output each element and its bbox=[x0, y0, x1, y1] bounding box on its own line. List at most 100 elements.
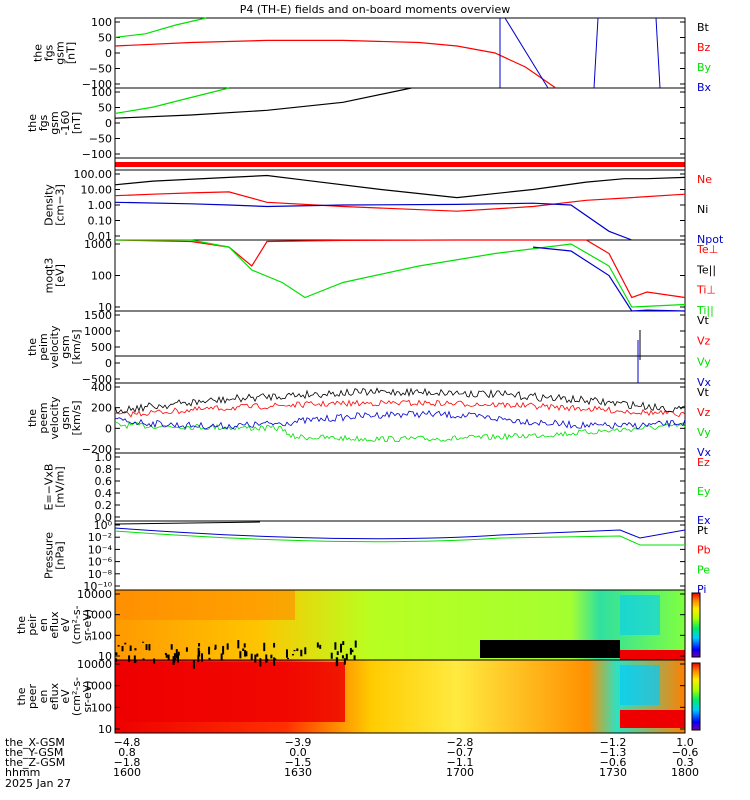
xaxis-value: 1800 bbox=[671, 766, 699, 779]
ytick-label: 10 bbox=[98, 301, 112, 314]
ylabel-group: Pressure[nPa] bbox=[43, 532, 67, 579]
legend-Ti||: Ti|| bbox=[696, 304, 714, 317]
spectrogram-speckle bbox=[354, 640, 357, 648]
legend-Bt: Bt bbox=[697, 21, 710, 34]
spectrogram-speckle bbox=[330, 652, 333, 659]
spectrogram-speckle bbox=[197, 647, 200, 656]
ytick-label: 10⁻² bbox=[88, 531, 112, 544]
xaxis-row-label: the_X-GSM bbox=[5, 736, 65, 749]
ytick-label: 100 bbox=[91, 16, 112, 29]
ylabel-line: eflux bbox=[48, 611, 61, 639]
xaxis-row-label: the_Y-GSM bbox=[5, 746, 63, 759]
spectrogram-speckle bbox=[349, 647, 352, 655]
ytick-label: 0.10 bbox=[88, 215, 113, 228]
xaxis-value: −1.8 bbox=[114, 756, 141, 769]
spectrogram-speckle bbox=[172, 656, 175, 665]
spectrogram-speckle bbox=[185, 647, 188, 652]
ylabel-group: Density[cm−3] bbox=[43, 184, 67, 226]
spectrogram-speckle bbox=[351, 649, 354, 653]
xaxis-value: 0.8 bbox=[118, 746, 136, 759]
spectrogram-speckle bbox=[165, 654, 168, 658]
ylabel-line: (cm²-s- bbox=[70, 605, 83, 644]
ylabel-line: gsm bbox=[59, 406, 72, 429]
ylabel-line: [nT] bbox=[70, 112, 83, 134]
ylabel-line: eV bbox=[59, 617, 72, 632]
ylabel-line: the bbox=[26, 338, 39, 356]
spectrogram-speckle bbox=[148, 644, 151, 651]
ytick-label: −50 bbox=[89, 133, 112, 146]
xaxis-value: −1.2 bbox=[600, 736, 627, 749]
legend-Vt: Vt bbox=[697, 386, 710, 399]
ylabel-group: E=−VxB[mV/m] bbox=[43, 464, 67, 511]
series-blue bbox=[532, 246, 686, 312]
ylabel-line: E=−VxB bbox=[43, 464, 56, 511]
ylabel-line: gsm bbox=[54, 41, 67, 64]
ylabel-line: moqt3 bbox=[43, 258, 56, 294]
xaxis-value: −1.1 bbox=[447, 756, 474, 769]
ylabel-line: the bbox=[32, 44, 45, 62]
spectrogram-speckle bbox=[128, 655, 131, 662]
spectrogram-speckle bbox=[177, 654, 180, 663]
spectrogram-speckle bbox=[226, 643, 229, 650]
ytick-label: 10 bbox=[98, 723, 112, 736]
panel-frame-11 bbox=[114, 659, 686, 734]
series-vx bbox=[114, 409, 686, 430]
ylabel-line: peim bbox=[37, 333, 50, 361]
xaxis-row-label: the_Z-GSM bbox=[5, 756, 65, 769]
xaxis-value: −3.9 bbox=[285, 736, 312, 749]
ytick-label: 10⁰ bbox=[94, 519, 113, 532]
ytick-label: 100 bbox=[91, 701, 112, 714]
spectrogram-speckle bbox=[153, 658, 156, 664]
spectrogram-speckle bbox=[177, 651, 180, 656]
spectrogram-speckle bbox=[273, 642, 276, 648]
legend-Pb: Pb bbox=[697, 544, 711, 557]
ytick-label: 10⁻⁴ bbox=[88, 543, 113, 556]
spectrogram-speckle bbox=[134, 648, 137, 651]
spectrogram-speckle bbox=[133, 655, 136, 664]
legend-By: By bbox=[697, 61, 712, 74]
spectrogram-speckle bbox=[145, 644, 148, 651]
spectrogram-speckle bbox=[142, 658, 145, 661]
ylabel-line: gsm bbox=[59, 335, 72, 358]
series-Bz bbox=[114, 39, 557, 89]
spectrogram-speckle bbox=[208, 657, 211, 660]
quality-bar bbox=[115, 162, 685, 167]
ytick-label: 1500 bbox=[84, 309, 112, 322]
xaxis-value: 1.0 bbox=[676, 736, 694, 749]
ylabel-line: en bbox=[37, 690, 50, 704]
spectrogram-speckle bbox=[273, 657, 276, 666]
xaxis-value: −0.6 bbox=[600, 756, 627, 769]
spectrogram-speckle bbox=[214, 644, 217, 649]
xaxis-value: −1.3 bbox=[600, 746, 627, 759]
ylabel-line: Density bbox=[43, 184, 56, 226]
series-vt bbox=[114, 387, 686, 414]
ylabel-line: velocity bbox=[48, 396, 61, 439]
ytick-label: 1.0 bbox=[95, 451, 113, 464]
ytick-label: 10.00 bbox=[81, 184, 113, 197]
ytick-label: 100 bbox=[91, 86, 112, 99]
ylabel-line: Pressure bbox=[43, 532, 56, 579]
spectrogram-speckle bbox=[316, 642, 319, 648]
legend-Te⊥: Te⊥ bbox=[696, 243, 718, 256]
panel-frame-1 bbox=[114, 17, 686, 89]
ylabel-line: sr-eV) bbox=[81, 609, 94, 641]
series-vy bbox=[114, 422, 686, 443]
spectrogram-speckle bbox=[304, 647, 307, 655]
spectrogram-speckle bbox=[286, 657, 289, 660]
spectrogram-speckle bbox=[353, 655, 356, 660]
ytick-label: 50 bbox=[98, 102, 112, 115]
spectrogram-speckle bbox=[197, 655, 200, 663]
spectrogram-speckle bbox=[293, 649, 296, 652]
colorbar bbox=[691, 592, 701, 658]
spectrogram-speckle bbox=[300, 649, 303, 657]
chart-title: P4 (TH-E) fields and on-board moments ov… bbox=[240, 3, 511, 16]
spectrogram-speckle bbox=[208, 646, 211, 655]
xaxis-value: 1630 bbox=[284, 766, 312, 779]
series-green bbox=[114, 87, 230, 115]
ytick-label: −500 bbox=[82, 373, 112, 386]
ylabel-line: eV bbox=[59, 689, 72, 704]
spectrogram-feature bbox=[480, 640, 620, 658]
